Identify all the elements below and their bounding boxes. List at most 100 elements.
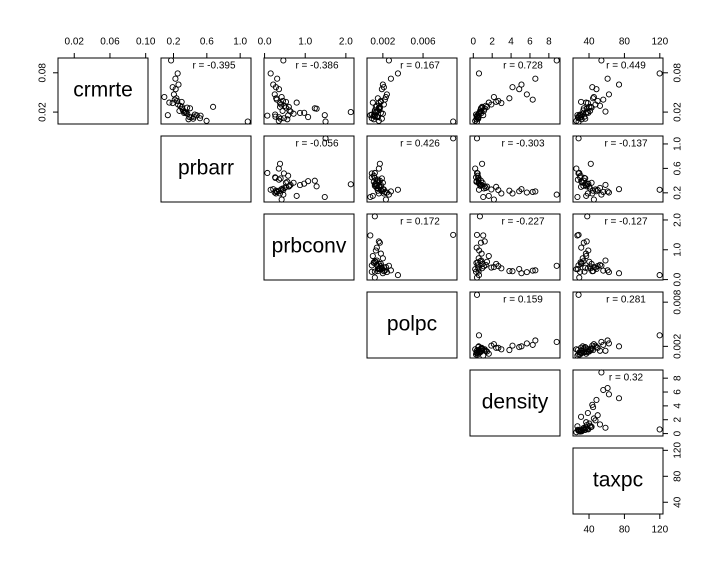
- variable-name: prbarr: [178, 157, 234, 180]
- point: [578, 349, 585, 357]
- correlation-label: r = 0.449: [606, 61, 646, 72]
- variable-name: polpc: [387, 313, 437, 336]
- point: [583, 99, 590, 106]
- correlation-label: r = -0.227: [501, 217, 545, 228]
- point: [596, 102, 604, 109]
- correlation-label: r = 0.167: [400, 61, 440, 72]
- point: [604, 385, 611, 392]
- point: [375, 238, 382, 245]
- point: [322, 118, 329, 125]
- point: [482, 184, 489, 191]
- point: [587, 345, 594, 352]
- point: [518, 343, 525, 350]
- point: [577, 351, 584, 358]
- point: [203, 117, 210, 124]
- point: [473, 116, 480, 123]
- point: [301, 109, 308, 116]
- point: [278, 196, 285, 203]
- x-tick-label: 0.2: [167, 37, 181, 48]
- point: [506, 268, 513, 275]
- point: [311, 177, 318, 184]
- point: [481, 183, 488, 190]
- point: [472, 174, 480, 181]
- point: [285, 172, 292, 179]
- point: [372, 247, 379, 254]
- point: [578, 178, 585, 185]
- point: [313, 105, 320, 112]
- x-tick-label: 0.10: [136, 37, 156, 48]
- point: [590, 95, 597, 102]
- point: [600, 96, 607, 103]
- point: [274, 75, 281, 82]
- point: [581, 268, 588, 275]
- point: [478, 181, 485, 188]
- point: [604, 188, 611, 195]
- point: [296, 182, 304, 189]
- x-tick-label: 0.6: [200, 37, 214, 48]
- point: [301, 180, 308, 187]
- point: [509, 342, 516, 349]
- point: [277, 175, 284, 182]
- correlation-label: r = 0.281: [606, 295, 646, 306]
- point: [615, 186, 623, 193]
- y-tick-label: 0.08: [38, 63, 49, 83]
- x-tick-label: 1.0: [298, 37, 312, 48]
- correlation-label: r = -0.056: [295, 139, 339, 150]
- point: [381, 96, 388, 103]
- correlation-label: r = -0.303: [501, 139, 545, 150]
- point: [267, 70, 274, 77]
- point: [602, 257, 609, 264]
- point: [472, 268, 480, 275]
- point: [287, 181, 294, 188]
- panel: [572, 135, 664, 203]
- point: [373, 257, 380, 264]
- point: [553, 191, 560, 198]
- point: [598, 57, 605, 64]
- point: [490, 264, 497, 271]
- point: [185, 116, 192, 123]
- correlation-label: r = 0.728: [503, 61, 543, 72]
- point: [387, 75, 394, 82]
- point: [615, 81, 623, 88]
- point: [293, 99, 300, 106]
- point: [272, 111, 279, 118]
- point: [347, 181, 354, 188]
- point: [590, 341, 597, 348]
- panel: [572, 57, 664, 125]
- point: [296, 109, 304, 116]
- point: [589, 268, 596, 275]
- x-tick-label: 2.0: [339, 37, 353, 48]
- point: [472, 165, 479, 172]
- point: [450, 118, 457, 125]
- variable-name: prbconv: [272, 235, 347, 258]
- point: [473, 291, 481, 298]
- point: [279, 97, 286, 105]
- panel: [572, 213, 664, 281]
- point: [282, 98, 290, 105]
- point: [584, 265, 591, 272]
- point: [602, 108, 609, 115]
- point: [602, 424, 609, 431]
- point: [479, 265, 486, 272]
- point: [532, 75, 539, 82]
- correlation-label: r = -0.395: [192, 61, 236, 72]
- point: [287, 108, 294, 115]
- y-tick-label: 0.002: [673, 333, 684, 358]
- point: [272, 174, 279, 181]
- point: [578, 428, 585, 435]
- point: [373, 108, 380, 115]
- panel: [469, 57, 561, 125]
- point: [490, 196, 497, 203]
- y-tick-label: 0.0: [673, 272, 684, 286]
- point: [272, 190, 280, 197]
- point: [498, 99, 505, 107]
- point: [394, 186, 401, 193]
- point: [264, 169, 271, 177]
- point: [377, 263, 384, 270]
- y-tick-label: 0.02: [38, 102, 49, 122]
- point: [264, 112, 271, 119]
- point: [605, 340, 612, 347]
- point: [602, 181, 609, 188]
- point: [602, 347, 609, 354]
- x-tick-label: 40: [583, 525, 595, 536]
